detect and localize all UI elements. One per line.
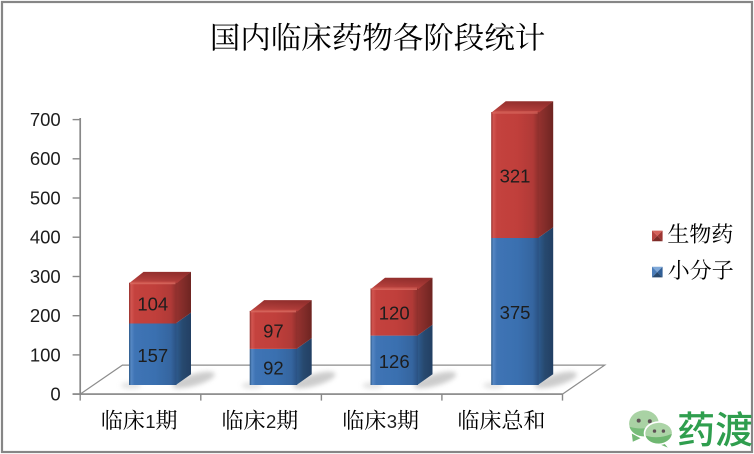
svg-text:157: 157 [137,345,168,366]
svg-text:700: 700 [30,109,61,130]
svg-text:120: 120 [379,303,410,324]
svg-text:97: 97 [263,321,284,342]
svg-text:500: 500 [30,187,61,208]
svg-text:100: 100 [30,344,61,365]
svg-text:3: 3 [387,411,397,432]
svg-text:1: 1 [145,411,155,432]
svg-text:2: 2 [266,411,276,432]
svg-text:92: 92 [263,358,284,379]
svg-text:375: 375 [500,302,531,323]
svg-text:600: 600 [30,148,61,169]
svg-text:321: 321 [500,166,531,187]
svg-text:0: 0 [50,384,60,405]
svg-text:300: 300 [30,266,61,287]
svg-text:400: 400 [30,227,61,248]
svg-text:104: 104 [137,294,168,315]
svg-text:200: 200 [30,305,61,326]
svg-text:126: 126 [379,351,410,372]
